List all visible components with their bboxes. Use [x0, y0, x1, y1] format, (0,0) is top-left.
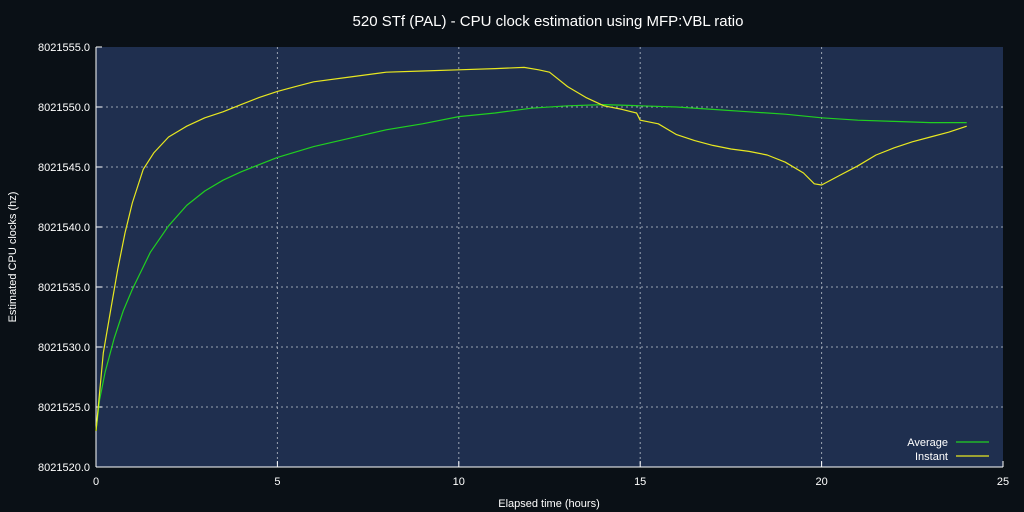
y-tick-label: 8021555.0: [38, 42, 90, 54]
y-axis-label: Estimated CPU clocks (hz): [7, 192, 19, 323]
x-tick-label: 25: [997, 476, 1009, 488]
legend: Average Instant: [907, 437, 989, 463]
y-tick-label: 8021550.0: [38, 102, 90, 114]
x-axis-label: Elapsed time (hours): [498, 498, 600, 510]
grid-lines: [96, 47, 1003, 467]
y-tick-label: 8021535.0: [38, 282, 90, 294]
y-tick-label: 8021520.0: [38, 462, 90, 474]
legend-label-average: Average: [907, 437, 948, 449]
series-line-instant: [95, 66, 967, 432]
axes: 0 5 10 15 20 25 8021520.0 8021525.0 8021530.0 802…: [38, 42, 1009, 488]
x-tick-label: 10: [453, 476, 465, 488]
x-tick-label: 5: [274, 476, 280, 488]
y-tick-label: 8021525.0: [38, 402, 90, 414]
y-tick-label: 8021545.0: [38, 162, 90, 174]
series-lines: [95, 66, 967, 432]
y-tick-label: 8021540.0: [38, 222, 90, 234]
x-tick-label: 20: [815, 476, 827, 488]
series-line-average: [95, 104, 967, 432]
y-tick-label: 8021530.0: [38, 342, 90, 354]
x-tick-label: 0: [93, 476, 99, 488]
plot-area: [96, 47, 1003, 467]
legend-label-instant: Instant: [915, 451, 948, 463]
x-tick-label: 15: [634, 476, 646, 488]
chart-title: 520 STf (PAL) - CPU clock estimation usi…: [353, 13, 744, 30]
